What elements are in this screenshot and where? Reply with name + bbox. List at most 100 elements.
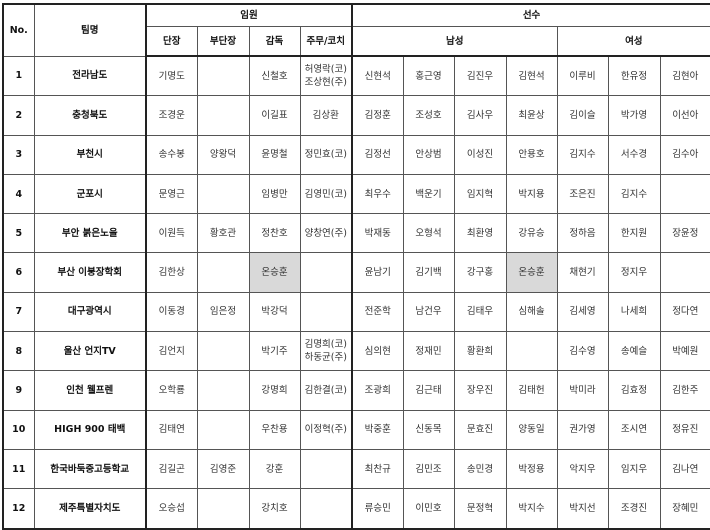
row-number: 5: [2, 213, 35, 254]
male-player-cell: 최우수: [351, 173, 404, 215]
coach-cell: 강치호: [248, 488, 301, 530]
female-player-cell: 김이슬: [556, 95, 609, 136]
row-number: 10: [2, 409, 35, 450]
manager-coach-cell: 김명희(코) 하동균(주): [299, 331, 354, 372]
team-name: HIGH 900 태백: [33, 409, 147, 450]
male-player-cell: 김현석: [505, 55, 558, 97]
director-cell: 송수봉: [145, 134, 198, 175]
table-row: 4 군포시 문영근 임병만 김영민(코) 최우수 백운기 임지혁 박지용 조은진 김지수: [2, 173, 710, 215]
female-player-cell: 정하음: [556, 213, 609, 254]
coach-cell: 신철호: [248, 55, 301, 97]
director-cell: 문영근: [145, 173, 198, 215]
male-player-cell: 김사우: [453, 95, 507, 136]
male-player-cell: 백운기: [402, 173, 455, 215]
header-director: 단장: [145, 26, 198, 57]
row-number: 12: [2, 488, 35, 530]
vice-director-cell: 양왕덕: [196, 134, 250, 175]
female-player-cell: 악지우: [556, 448, 609, 490]
director-cell: 기명도: [145, 55, 198, 97]
director-cell: 김언지: [145, 331, 198, 372]
table-row: 6 부산 이붕장학회 김한상 온승훈 윤남기 김기백 강구홍 온승훈 채현기 정지우: [2, 252, 710, 293]
male-player-cell: 안용호: [505, 134, 558, 175]
vice-director-cell: [196, 173, 250, 215]
table-row: 12 제주특별자치도 오승섭 강치호 류승민 이민호 문정혁 박지수 박지선 조경진 장혜민: [2, 488, 710, 530]
header-coach: 감독: [248, 26, 301, 57]
female-player-cell: 김현아: [659, 55, 710, 97]
male-player-cell: 심해솔: [505, 291, 558, 333]
row-number: 2: [2, 95, 35, 136]
manager-coach-cell: 이정혁(주): [299, 409, 354, 450]
table-row: 3 부천시 송수봉 양왕덕 윤명철 정민효(코) 김정선 안상범 이성진 안용호 김지수 서수경 김수아: [2, 134, 710, 175]
male-player-cell: 조성호: [402, 95, 455, 136]
manager-coach-cell: [299, 448, 354, 490]
male-player-cell: 최환영: [453, 213, 507, 254]
vice-director-cell: [196, 370, 250, 411]
team-name: 울산 언지TV: [33, 331, 147, 372]
female-player-cell: 김지수: [556, 134, 609, 175]
male-player-cell: 정재민: [402, 331, 455, 372]
team-name: 부천시: [33, 134, 147, 175]
vice-director-cell: 김영준: [196, 448, 250, 490]
manager-coach-cell: [299, 252, 354, 293]
female-player-cell: 한유정: [607, 55, 661, 97]
male-player-cell: 박재동: [351, 213, 404, 254]
male-player-cell: 신동목: [402, 409, 455, 450]
male-player-cell: 임지혁: [453, 173, 507, 215]
female-player-cell: 정유진: [659, 409, 710, 450]
team-name: 인천 웰프렌: [33, 370, 147, 411]
male-player-cell: 박정용: [505, 448, 558, 490]
female-player-cell: 김세영: [556, 291, 609, 333]
table-row: 10 HIGH 900 태백 김태연 우찬용 이정혁(주) 박중훈 신동목 문효진 양동일 권가영…: [2, 409, 710, 450]
female-player-cell: 한지원: [607, 213, 661, 254]
male-player-cell: 문효진: [453, 409, 507, 450]
male-player-cell: 박중훈: [351, 409, 404, 450]
coach-cell: 정찬호: [248, 213, 301, 254]
team-name: 부안 붉은노을: [33, 213, 147, 254]
manager-coach-cell: [299, 488, 354, 530]
manager-coach-cell: 김영민(코): [299, 173, 354, 215]
male-player-cell: [505, 331, 558, 372]
coach-cell: 우찬용: [248, 409, 301, 450]
team-name: 충청북도: [33, 95, 147, 136]
coach-cell: 박기주: [248, 331, 301, 372]
row-number: 11: [2, 448, 35, 490]
team-name: 전라남도: [33, 55, 147, 97]
female-player-cell: 송예슬: [607, 331, 661, 372]
male-player-cell: 황환희: [453, 331, 507, 372]
female-player-cell: 김수영: [556, 331, 609, 372]
director-cell: 이원득: [145, 213, 198, 254]
row-number: 6: [2, 252, 35, 293]
team-name: 부산 이붕장학회: [33, 252, 147, 293]
male-player-cell: 김기백: [402, 252, 455, 293]
female-player-cell: 조시연: [607, 409, 661, 450]
coach-cell: 윤명철: [248, 134, 301, 175]
male-player-cell: 김정훈: [351, 95, 404, 136]
female-player-cell: 박예원: [659, 331, 710, 372]
male-player-cell: 김근태: [402, 370, 455, 411]
table-row: 8 울산 언지TV 김언지 박기주 김명희(코) 하동균(주) 심의현 정재민 황환희 김수영 송예…: [2, 331, 710, 372]
male-player-cell: 남건우: [402, 291, 455, 333]
vice-director-cell: [196, 95, 250, 136]
male-player-cell: 심의현: [351, 331, 404, 372]
male-player-cell: 최윤상: [505, 95, 558, 136]
male-player-cell: 조광희: [351, 370, 404, 411]
male-player-cell: 양동일: [505, 409, 558, 450]
vice-director-cell: [196, 331, 250, 372]
coach-cell: 온승훈: [248, 252, 301, 293]
header-male: 남성: [351, 26, 558, 57]
manager-coach-cell: 양창연(주): [299, 213, 354, 254]
male-player-cell: 김태우: [453, 291, 507, 333]
director-cell: 김한상: [145, 252, 198, 293]
female-player-cell: 이선아: [659, 95, 710, 136]
director-cell: 김길곤: [145, 448, 198, 490]
female-player-cell: 채현기: [556, 252, 609, 293]
coach-cell: 박강덕: [248, 291, 301, 333]
male-player-cell: 김진우: [453, 55, 507, 97]
male-player-cell: 장우진: [453, 370, 507, 411]
director-cell: 이동경: [145, 291, 198, 333]
header-staff: 임원: [145, 3, 354, 27]
male-player-cell: 이민호: [402, 488, 455, 530]
header-team: 팀명: [33, 3, 147, 57]
female-player-cell: 임지우: [607, 448, 661, 490]
manager-coach-cell: 김한결(코): [299, 370, 354, 411]
